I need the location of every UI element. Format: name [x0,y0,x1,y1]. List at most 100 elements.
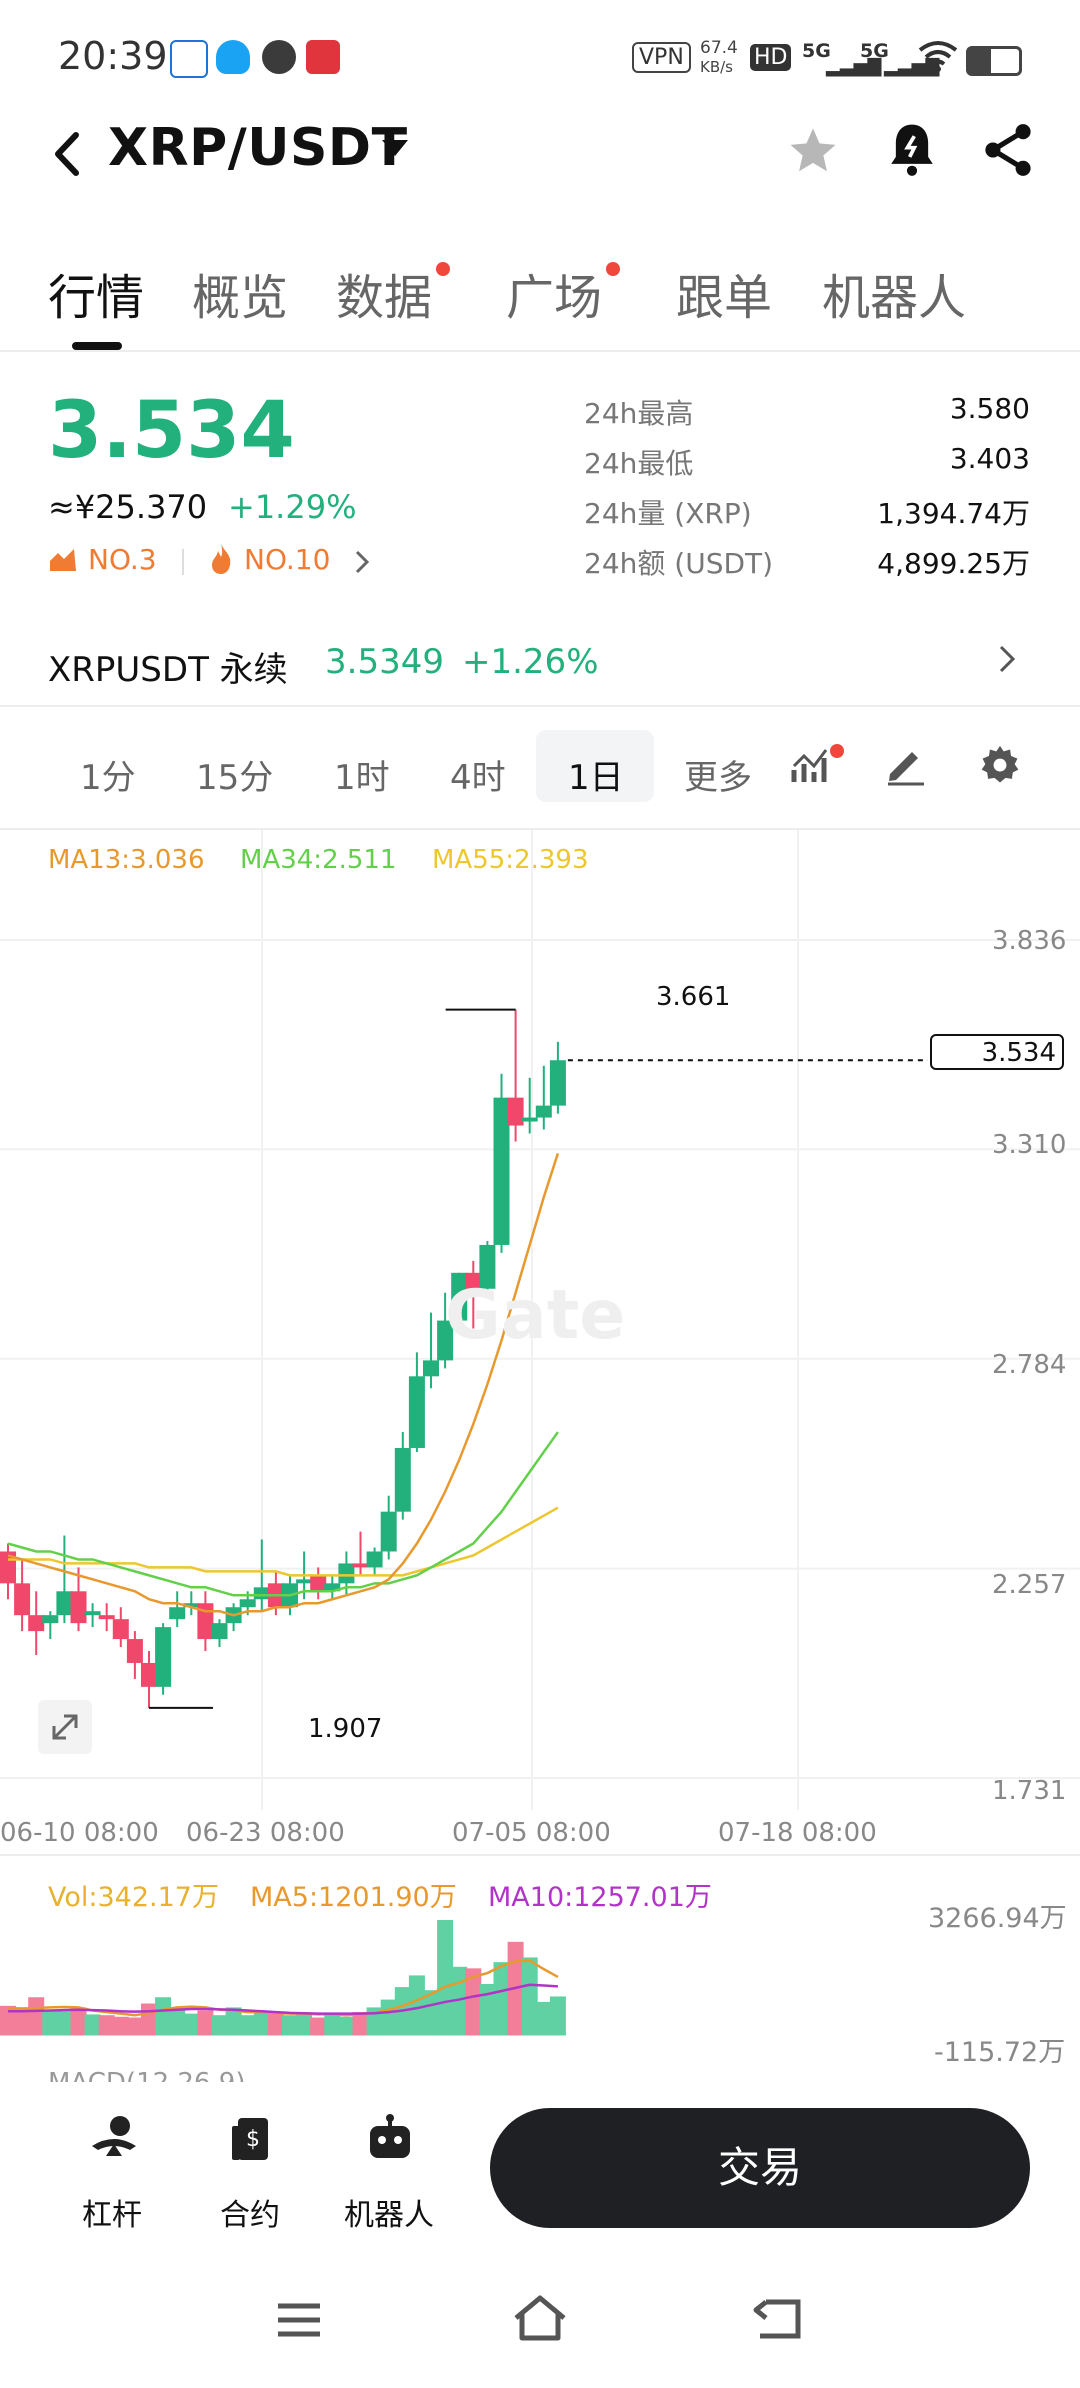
volume-bar [28,1997,45,2036]
candle-body [84,1611,101,1616]
share-icon[interactable] [982,122,1034,178]
volume-bar [112,2016,129,2036]
volume-bar [211,2015,228,2036]
draw-pen-icon[interactable] [884,744,928,786]
x-tick-2: 06-23 08:00 [186,1818,345,1848]
volume-bar [423,1990,439,2036]
vol-y-top: 3266.94万 [928,1903,1067,1934]
rank-group[interactable]: NO.3 NO.10 [48,543,378,583]
tabs-divider [0,350,1080,352]
tab-square[interactable]: 广场 [506,270,603,326]
volume-bar [98,2015,115,2036]
y-tick-2: 3.310 [992,1130,1067,1160]
cny-price: ≈¥25.370 [48,488,208,526]
perp-divider [0,705,1080,707]
battery-icon [966,46,1022,76]
volume-bar [56,2011,73,2036]
high-price-label: 3.661 [656,982,731,1012]
stat-high-value: 3.580 [949,392,1030,425]
stat-low-label: 24h最低 [584,447,694,480]
volume-bar [521,1957,538,2036]
candle-body [451,1272,468,1321]
back-nav-icon[interactable] [752,2296,802,2342]
back-button[interactable] [50,125,84,193]
interval-1h[interactable]: 1时 [334,758,390,798]
ma13-line [7,1152,560,1617]
candle-body [310,1575,327,1592]
candle-body [437,1320,454,1361]
chart-divider [0,1854,1080,1856]
candle-body [70,1591,87,1624]
interval-1m[interactable]: 1分 [80,758,136,798]
watermark-logo: Gate [445,1276,626,1355]
chevron-right-icon [999,645,1016,673]
x-tick-4: 07-18 08:00 [718,1818,877,1848]
tab-copy-trading[interactable]: 跟单 [676,270,773,326]
pair-selector[interactable]: XRP/USDT [108,118,408,178]
menu-icon[interactable] [276,2300,322,2340]
candle-body [239,1599,256,1608]
vol-ma10-label: MA10:1257.01万 [488,1882,712,1913]
low-price-label: 1.907 [308,1714,383,1744]
candle-body [296,1579,313,1584]
candlestick-chart[interactable] [0,830,1080,1810]
volume-bar [155,1997,172,2036]
volume-chart [0,1919,566,2036]
caret-down-icon[interactable] [382,140,408,156]
ma34-label: MA34:2.511 [240,845,397,875]
tab-market[interactable]: 行情 [48,270,145,326]
store-icon [306,40,340,74]
candle-body [352,1563,369,1568]
ma34-line [7,1431,559,1597]
candle-body [394,1447,411,1512]
volume-bar [169,2007,186,2036]
tab-data[interactable]: 数据 [336,270,433,326]
interval-more[interactable]: 更多 [684,758,752,798]
home-icon[interactable] [510,2294,570,2342]
interval-15m[interactable]: 15分 [196,758,274,798]
perpetual-price: 3.5349 [325,642,444,682]
volume-bar [253,2011,270,2036]
indicators-icon[interactable] [790,744,838,786]
fire-icon [212,544,231,574]
candle-body [112,1619,129,1640]
stat-low-value: 3.403 [949,442,1030,475]
fullscreen-button[interactable] [38,1700,92,1754]
volume-bar [535,2001,552,2036]
volume-bar [324,2015,341,2036]
net-speed-unit: KB/s [700,58,733,76]
chevron-left-icon [55,132,79,176]
interval-active-bg [536,730,654,802]
tab-robot[interactable]: 机器人 [822,270,967,326]
trade-button[interactable]: 交易 [490,2108,1030,2228]
volume-bar [408,1975,425,2036]
interval-4h[interactable]: 4时 [450,758,506,798]
candle-body [155,1627,172,1687]
svg-text:$: $ [246,2127,260,2152]
candle-body [507,1097,524,1126]
candle-body [42,1615,59,1624]
contract-label: 合约 [220,2198,280,2233]
volume-bar [465,1968,482,2036]
vol-label: Vol:342.17万 [48,1882,219,1913]
candle-body [98,1615,115,1620]
indicators-dot [830,744,844,758]
rank-hot: NO.10 [244,543,331,576]
star-icon[interactable] [786,124,840,178]
settings-gear-icon[interactable] [978,744,1022,788]
expand-icon [52,1714,78,1740]
signal-5g-1: 5G [802,40,831,62]
candle-body [465,1272,482,1289]
tab-overview[interactable]: 概览 [192,270,289,326]
interval-1d[interactable]: 1日 [568,758,624,798]
ma13-label: MA13:3.036 [48,845,205,875]
status-time: 20:39 [58,34,168,78]
candle-body [408,1376,425,1448]
trend-chart-icon [50,549,76,571]
last-price-tag: 3.534 [930,1034,1064,1070]
vol-ma10-line [8,1983,558,2015]
wechat-icon [262,40,296,74]
price-alert-bell-icon[interactable] [884,120,940,180]
volume-bar [70,2007,87,2036]
candle-body [183,1603,200,1608]
